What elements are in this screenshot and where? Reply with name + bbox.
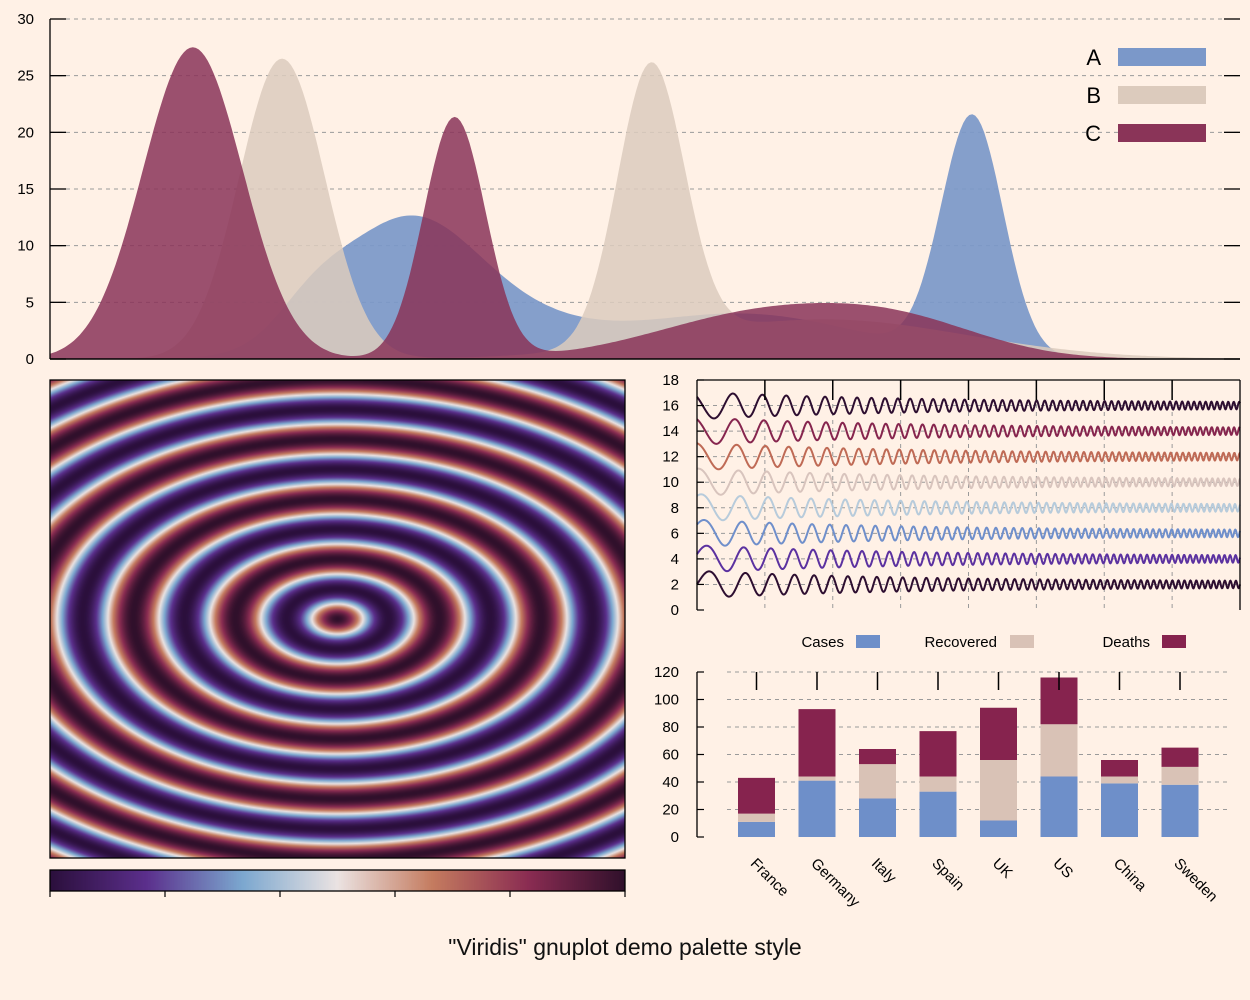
- bar-recovered-us: [1040, 724, 1078, 777]
- bar-cases-italy: [859, 798, 896, 837]
- category-label: Italy: [868, 855, 900, 887]
- damped-wave-chart: 0 2 4 6 8 10 12 14 16 18: [662, 372, 1241, 619]
- category-label: UK: [989, 855, 1016, 882]
- legend-swatch-A: [1118, 48, 1206, 66]
- bar-recovered-uk: [980, 760, 1017, 821]
- heatmap-image-holder: [50, 380, 625, 858]
- bar-deaths-france: [738, 777, 775, 814]
- legend-label-C: C: [1085, 121, 1101, 146]
- legend-label-cases: Cases: [801, 634, 844, 651]
- legend-swatch-C: [1118, 124, 1206, 142]
- wave-line: [696, 392, 1241, 420]
- bar-recovered-germany: [798, 776, 836, 781]
- interference-heatmap: [49, 379, 626, 897]
- wave-line: [696, 418, 1241, 445]
- wave-line: [696, 570, 1241, 598]
- category-label: Germany: [807, 855, 863, 911]
- y-tick-label: 80: [662, 719, 679, 736]
- y-tick-label: 0: [671, 829, 679, 846]
- y-tick-label: 100: [654, 692, 679, 709]
- distribution-legend: ABC: [1085, 45, 1206, 146]
- bar-deaths-uk: [980, 707, 1017, 760]
- bar-deaths-china: [1101, 760, 1138, 777]
- bar-deaths-italy: [859, 749, 896, 765]
- bars: [738, 677, 1199, 837]
- y-tick-label: 18: [662, 372, 679, 389]
- bar-deaths-sweden: [1161, 747, 1199, 767]
- distribution-areas: [50, 47, 1240, 360]
- y-tick-label: 5: [26, 294, 34, 311]
- legend-swatch-B: [1118, 86, 1206, 104]
- colorbar-holder: [50, 870, 625, 891]
- figure-title: "Viridis" gnuplot demo palette style: [448, 934, 802, 960]
- bar-cases-uk: [980, 820, 1017, 837]
- series-area-C: [50, 47, 1240, 360]
- y-tick-label: 10: [662, 474, 679, 491]
- category-label: China: [1110, 855, 1150, 895]
- legend-label-recovered: Recovered: [924, 634, 997, 651]
- wave-line: [696, 519, 1241, 547]
- wave-line: [696, 544, 1241, 573]
- colorbar-ticks: [49, 891, 626, 897]
- bar-cases-china: [1101, 783, 1138, 837]
- y-tick-label: 40: [662, 774, 679, 791]
- bar-legend: Cases Recovered Deaths: [801, 634, 1186, 651]
- y-tick-label: 12: [662, 449, 679, 466]
- y-tick-label: 4: [671, 551, 679, 568]
- wave-line: [696, 493, 1241, 522]
- distribution-axes: 0 5 10 15 20 25 30: [17, 11, 1240, 368]
- stacked-bar-chart: 0 20 40 60 80 100 120 France Germany Italy Spain UK…: [654, 634, 1230, 911]
- y-tick-label: 20: [662, 802, 679, 819]
- bar-cases-spain: [919, 791, 957, 837]
- y-tick-label: 120: [654, 664, 679, 681]
- distribution-area-chart: 0 5 10 15 20 25 30 ABC: [17, 11, 1240, 368]
- y-tick-label: 0: [671, 602, 679, 619]
- bar-cases-germany: [798, 780, 836, 837]
- legend-swatch-deaths: [1162, 635, 1186, 648]
- legend-label-A: A: [1086, 45, 1101, 70]
- bar-cases-us: [1040, 776, 1078, 837]
- wave-lines: [696, 392, 1241, 598]
- y-tick-label: 6: [671, 525, 679, 542]
- y-tick-label: 2: [671, 576, 679, 593]
- bar-deaths-germany: [798, 709, 836, 777]
- y-tick-label: 15: [17, 181, 34, 198]
- category-label: Spain: [928, 855, 967, 894]
- y-tick-label: 16: [662, 398, 679, 415]
- bar-cases-france: [738, 821, 775, 837]
- bar-recovered-france: [738, 813, 775, 822]
- wave-line: [696, 467, 1241, 496]
- legend-label-B: B: [1086, 83, 1101, 108]
- category-label: Sweden: [1170, 855, 1220, 905]
- colorbar-frame: [49, 869, 626, 892]
- wave-gridlines: [697, 379, 1240, 610]
- heatmap-frame: [49, 379, 626, 859]
- y-tick-label: 25: [17, 68, 34, 85]
- y-tick-label: 60: [662, 747, 679, 764]
- y-tick-label: 20: [17, 124, 34, 141]
- bar-recovered-sweden: [1161, 766, 1199, 785]
- category-label: France: [747, 855, 792, 900]
- series-area-B: [50, 58, 1240, 359]
- legend-label-deaths: Deaths: [1102, 634, 1150, 651]
- y-tick-label: 8: [671, 500, 679, 517]
- legend-swatch-recovered: [1010, 635, 1034, 648]
- bar-recovered-china: [1101, 776, 1138, 784]
- wave-axes: 0 2 4 6 8 10 12 14 16 18: [662, 372, 1241, 619]
- bar-recovered-italy: [859, 764, 896, 799]
- legend-swatch-cases: [856, 635, 880, 648]
- bar-recovered-spain: [919, 776, 957, 792]
- bar-cases-sweden: [1161, 784, 1199, 837]
- y-tick-label: 14: [662, 423, 679, 440]
- y-tick-label: 0: [26, 351, 34, 368]
- wave-line: [696, 442, 1241, 471]
- y-tick-label: 10: [17, 238, 34, 255]
- category-label: US: [1049, 855, 1076, 882]
- y-tick-label: 30: [17, 11, 34, 28]
- bar-deaths-spain: [919, 731, 957, 777]
